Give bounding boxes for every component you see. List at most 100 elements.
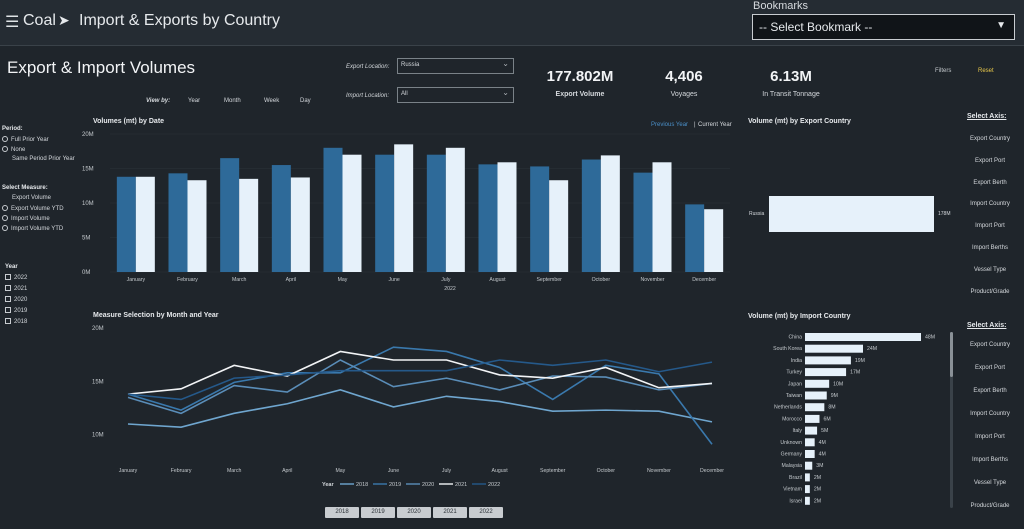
breadcrumb-root[interactable]: Coal: [23, 12, 56, 29]
reset-button[interactable]: Reset: [978, 68, 994, 74]
export-axis-option-import-berths[interactable]: Import Berths: [971, 245, 1008, 251]
view-by-day[interactable]: Day: [300, 98, 311, 104]
year-checkbox-2018[interactable]: 2018: [5, 318, 27, 325]
import-axis-option-vessel-type[interactable]: Vessel Type: [973, 480, 1007, 486]
import-country-bar[interactable]: [805, 333, 921, 341]
bar-previous-year[interactable]: [426, 154, 446, 272]
period-option-full-prior-year[interactable]: Full Prior Year: [2, 136, 49, 143]
import-country-bar[interactable]: [805, 368, 847, 377]
year-checkbox-2021[interactable]: 2021: [5, 285, 27, 292]
bar-current-year[interactable]: [342, 154, 362, 272]
import-country-bar[interactable]: [805, 426, 818, 435]
import-country-bar[interactable]: [805, 496, 810, 505]
import-country-bar[interactable]: [805, 391, 827, 400]
year-button-2022[interactable]: 2022: [469, 507, 503, 518]
bar-current-year[interactable]: [445, 147, 465, 272]
bar-current-year[interactable]: [239, 178, 259, 272]
bar-previous-year[interactable]: [323, 147, 343, 272]
bar-previous-year[interactable]: [116, 176, 136, 272]
period-option-same-period[interactable]: Same Period Prior Year: [12, 156, 75, 162]
year-button-2021[interactable]: 2021: [433, 507, 467, 518]
import-country-bar[interactable]: [805, 450, 815, 458]
import-axis-option-import-country[interactable]: Import Country: [970, 411, 1010, 417]
year-checkbox-2020[interactable]: 2020: [5, 296, 27, 303]
import-country-bar[interactable]: [805, 356, 851, 365]
year-button-2018[interactable]: 2018: [325, 507, 359, 518]
measure-option-export-volume[interactable]: Export Volume: [12, 195, 51, 201]
import-axis-option-product-grade[interactable]: Product/Grade: [970, 503, 1010, 509]
kpi-voyages-label: Voyages: [670, 91, 698, 98]
view-by-year[interactable]: Year: [188, 98, 201, 104]
bar-previous-year[interactable]: [271, 165, 291, 272]
import-country-bar[interactable]: [805, 461, 813, 470]
import-country-bar[interactable]: [805, 344, 863, 353]
x-tick-label: May: [338, 277, 348, 283]
import-country-bar[interactable]: [805, 414, 820, 423]
bookmark-select[interactable]: -- Select Bookmark -- ▼: [752, 14, 1015, 40]
bar-current-year[interactable]: [704, 209, 724, 272]
bar-previous-year[interactable]: [530, 166, 550, 272]
bar-current-year[interactable]: [497, 162, 517, 272]
kpi-export-volume-label: Export Volume: [555, 91, 605, 98]
export-axis-option-export-berth[interactable]: Export Berth: [973, 179, 1007, 186]
hamburger-icon[interactable]: ☰: [5, 14, 20, 31]
bar-current-year[interactable]: [600, 155, 620, 272]
export-axis-option-import-country[interactable]: Import Country: [970, 201, 1010, 208]
import-location-select[interactable]: All ⌄: [397, 87, 514, 103]
filters-button[interactable]: Filters: [935, 68, 952, 74]
export-location-select[interactable]: Russia ⌄: [397, 58, 514, 74]
measure-option-export-ytd[interactable]: Export Volume YTD: [2, 205, 64, 212]
bar-previous-year[interactable]: [375, 154, 395, 272]
year-button-2020[interactable]: 2020: [397, 507, 431, 518]
measure-option-label: Export Volume: [12, 195, 52, 201]
year-button-2019[interactable]: 2019: [361, 507, 395, 518]
import-country-bar[interactable]: [805, 403, 825, 412]
view-by-month[interactable]: Month: [224, 98, 241, 104]
y-tick-label: 20M: [82, 132, 94, 138]
bar-current-year[interactable]: [652, 162, 672, 272]
import-country-bar[interactable]: [805, 438, 815, 447]
export-axis-option-export-country[interactable]: Export Country: [969, 136, 1011, 142]
import-country-bar[interactable]: [805, 473, 810, 482]
import-axis-option-import-port[interactable]: Import Port: [975, 434, 1005, 440]
measure-option-import-ytd[interactable]: Import Volume YTD: [2, 225, 63, 232]
bar-previous-year[interactable]: [685, 204, 705, 272]
import-axis-option-export-port[interactable]: Export Port: [974, 365, 1005, 371]
year-checkbox-2019[interactable]: 2019: [5, 307, 27, 314]
bar-current-year[interactable]: [549, 180, 569, 272]
import-axis-option-export-berth[interactable]: Export Berth: [973, 388, 1007, 394]
chevron-down-icon: ⌄: [502, 59, 509, 68]
bar-previous-year[interactable]: [633, 172, 653, 272]
import-axis-option-import-berths[interactable]: Import Berths: [971, 457, 1008, 463]
bar-previous-year[interactable]: [220, 158, 240, 272]
export-axis-option-product-grade[interactable]: Product/Grade: [970, 288, 1010, 295]
bar-current-year[interactable]: [290, 177, 310, 272]
category-label: Morocco: [782, 416, 802, 422]
import-country-bar[interactable]: [805, 485, 810, 494]
bar-previous-year[interactable]: [478, 164, 498, 272]
radio-icon: [2, 136, 8, 142]
period-option-none[interactable]: None: [2, 146, 25, 153]
bar-current-year[interactable]: [394, 144, 414, 272]
value-label: 9M: [831, 393, 838, 399]
x-tick-label: September: [536, 277, 562, 283]
bar-previous-year[interactable]: [168, 173, 188, 272]
measure-option-import-volume[interactable]: Import Volume: [2, 215, 50, 222]
legend-current-year[interactable]: Current Year: [698, 122, 732, 128]
legend-previous-year[interactable]: Previous Year: [651, 122, 689, 128]
import-country-bar[interactable]: [805, 379, 830, 388]
export-axis-option-export-port[interactable]: Export Port: [974, 157, 1005, 164]
bar-current-year[interactable]: [135, 176, 155, 272]
export-country-bar[interactable]: [769, 196, 934, 232]
import-chart-scroll-thumb[interactable]: [950, 332, 953, 377]
year-checkbox-2022[interactable]: 2022: [5, 274, 27, 281]
period-option-label: Full Prior Year: [11, 137, 49, 143]
import-axis-option-export-country[interactable]: Export Country: [969, 342, 1011, 348]
export-axis-option-import-port[interactable]: Import Port: [975, 223, 1005, 230]
export-axis-option-vessel-type[interactable]: Vessel Type: [973, 266, 1007, 273]
value-label: 6M: [824, 416, 831, 422]
import-chart-scrollbar[interactable]: [950, 332, 953, 508]
bar-current-year[interactable]: [187, 180, 207, 272]
bar-previous-year[interactable]: [581, 159, 601, 272]
view-by-week[interactable]: Week: [264, 98, 280, 104]
